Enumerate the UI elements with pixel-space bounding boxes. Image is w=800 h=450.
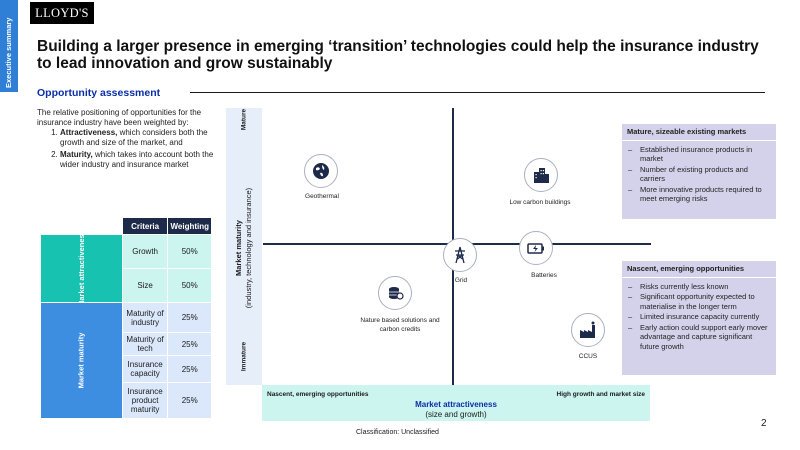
table-cell: Insurance product maturity xyxy=(122,383,168,418)
weighting-list: Attractiveness, which considers both the… xyxy=(37,128,217,170)
side-tab-label: Executive summary xyxy=(4,17,13,88)
x-axis-subtitle: (size and growth) xyxy=(425,409,487,419)
item-label-ccus: CCUS xyxy=(578,353,598,360)
list-item: Attractiveness, which considers both the… xyxy=(60,128,217,148)
section-heading: Opportunity assessment xyxy=(37,87,161,99)
item-label-grid: Grid xyxy=(454,277,468,284)
table-cell: 50% xyxy=(168,269,211,302)
box-bullet-list: Risks currently less known Significant o… xyxy=(622,282,776,352)
list-item: Limited insurance capacity currently xyxy=(628,312,770,322)
table-cell: Maturity of industry xyxy=(122,303,168,332)
point-text: which takes into account both the wider … xyxy=(60,150,214,169)
point-bold: Attractiveness, xyxy=(60,128,118,137)
list-item: Maturity, which takes into account both … xyxy=(60,150,217,170)
buildings-icon xyxy=(524,158,558,192)
x-axis-left-label: Nascent, emerging opportunities xyxy=(267,391,369,398)
list-item: Number of existing products and carriers xyxy=(628,165,770,184)
table-cell: 25% xyxy=(168,356,211,382)
box-heading: Nascent, emerging opportunities xyxy=(622,261,776,278)
globe-icon xyxy=(304,154,338,188)
x-axis-right-label: High growth and market size xyxy=(556,391,646,398)
weighting-header: Weighting xyxy=(168,218,211,234)
criteria-table: Criteria Weighting Market attractiveness… xyxy=(40,217,212,419)
lloyds-logo: LLOYD'S xyxy=(30,2,94,24)
battery-icon xyxy=(519,231,553,265)
x-axis-title: Market attractiveness xyxy=(415,400,497,409)
table-cell: 25% xyxy=(168,303,211,332)
item-label-low-carbon-buildings: Low carbon buildings xyxy=(509,199,571,206)
y-axis-top-label: Mature xyxy=(240,108,248,131)
item-label-nature-based-solutions: Nature based solutions and carbon credit… xyxy=(360,317,440,333)
item-label-batteries: Batteries xyxy=(531,272,557,279)
y-axis-title: Market maturity xyxy=(234,220,243,276)
x-axis-band: Nascent, emerging opportunities High gro… xyxy=(262,385,650,421)
side-tab: Executive summary xyxy=(0,0,18,92)
intro-paragraph: The relative positioning of opportunitie… xyxy=(37,108,202,127)
list-item: Established insurance products in market xyxy=(628,145,770,164)
table-cell: Size xyxy=(122,269,168,302)
y-axis-subtitle: (industry, technology and insurance) xyxy=(244,187,253,309)
table-cell: 50% xyxy=(168,235,211,268)
y-axis-band: Mature Immature Market maturity (industr… xyxy=(226,108,262,385)
x-axis-title-block: Market attractiveness (size and growth) xyxy=(262,400,650,419)
page-title: Building a larger presence in emerging ‘… xyxy=(37,38,759,72)
point-bold: Maturity, xyxy=(60,150,93,159)
group-label: Market attractiveness xyxy=(76,230,86,307)
box-heading: Mature, sizeable existing markets xyxy=(622,124,776,141)
table-cell: 25% xyxy=(168,383,211,418)
mature-markets-box: Mature, sizeable existing markets Establ… xyxy=(622,124,776,219)
section-divider xyxy=(190,92,765,93)
page-number: 2 xyxy=(761,418,767,429)
list-item: More innovative products required to mee… xyxy=(628,185,770,204)
y-axis-bottom-label: Immature xyxy=(240,341,248,372)
table-cell: Maturity of tech xyxy=(122,333,168,355)
coins-icon xyxy=(378,276,412,310)
point-text: which considers both the growth and size… xyxy=(60,128,208,147)
classification-label: Classification: Unclassified xyxy=(356,429,439,436)
criteria-header: Criteria xyxy=(122,218,168,234)
group-market-maturity: Market maturity xyxy=(41,303,122,418)
box-bullet-list: Established insurance products in market… xyxy=(622,145,776,204)
pylon-icon xyxy=(443,238,477,272)
group-market-attractiveness: Market attractiveness xyxy=(41,230,122,307)
list-item: Risks currently less known xyxy=(628,282,770,292)
table-cell: 25% xyxy=(168,333,211,355)
table-cell: Insurance capacity xyxy=(122,356,168,382)
list-item: Early action could support early mover a… xyxy=(628,323,770,352)
y-axis-title-block: Market maturity (industry, technology an… xyxy=(234,178,254,318)
table-cell: Growth xyxy=(122,235,168,268)
factory-icon xyxy=(571,313,605,347)
intro-text-block: The relative positioning of opportunitie… xyxy=(37,108,217,172)
list-item: Significant opportunity expected to mate… xyxy=(628,292,770,311)
item-label-geothermal: Geothermal xyxy=(305,193,339,200)
group-label: Market maturity xyxy=(76,332,86,389)
nascent-opportunities-box: Nascent, emerging opportunities Risks cu… xyxy=(622,261,776,375)
